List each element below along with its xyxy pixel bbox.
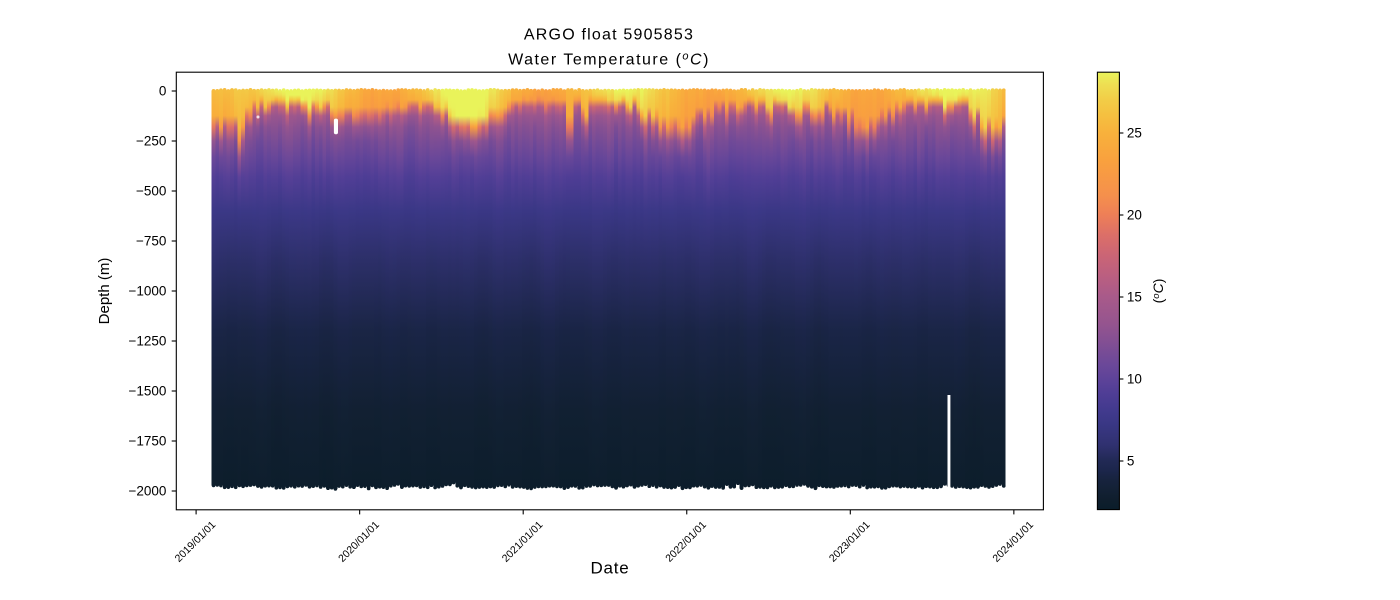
svg-text:10: 10 bbox=[1127, 372, 1142, 387]
svg-text:Water Temperature (oC): Water Temperature (oC) bbox=[508, 51, 710, 69]
svg-text:Date: Date bbox=[591, 559, 630, 578]
svg-text:−1250: −1250 bbox=[128, 334, 166, 349]
svg-text:−500: −500 bbox=[136, 184, 166, 199]
svg-text:−1000: −1000 bbox=[128, 284, 166, 299]
svg-text:25: 25 bbox=[1127, 126, 1142, 141]
svg-text:20: 20 bbox=[1127, 208, 1142, 223]
svg-text:(oC): (oC) bbox=[1150, 279, 1166, 304]
svg-text:Depth (m): Depth (m) bbox=[96, 258, 113, 325]
svg-text:−2000: −2000 bbox=[128, 484, 166, 499]
svg-text:5: 5 bbox=[1127, 454, 1135, 469]
svg-text:−1750: −1750 bbox=[128, 434, 166, 449]
svg-text:ARGO float 5905853: ARGO float 5905853 bbox=[524, 27, 694, 44]
svg-text:−750: −750 bbox=[136, 234, 166, 249]
svg-text:−250: −250 bbox=[136, 134, 166, 149]
svg-text:15: 15 bbox=[1127, 290, 1142, 305]
svg-text:−1500: −1500 bbox=[128, 384, 166, 399]
svg-text:0: 0 bbox=[159, 84, 167, 99]
